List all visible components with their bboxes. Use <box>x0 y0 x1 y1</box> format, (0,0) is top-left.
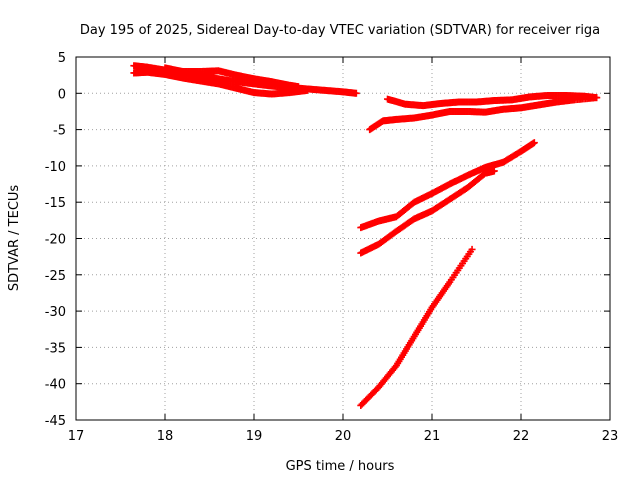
chart-title: Day 195 of 2025, Sidereal Day-to-day VTE… <box>80 23 600 38</box>
y-tick-label: -10 <box>45 160 66 175</box>
x-tick-label: 18 <box>157 429 174 444</box>
data-point-marker <box>295 83 302 91</box>
x-tick-label: 19 <box>246 429 263 444</box>
data-point-marker <box>352 89 360 97</box>
y-axis-label: SDTVAR / TECUs <box>7 185 22 292</box>
data-point-marker <box>593 94 601 102</box>
x-tick-label: 22 <box>513 429 530 444</box>
y-tick-label: -30 <box>45 305 66 320</box>
y-tick-label: -5 <box>53 124 66 139</box>
data-points <box>130 62 601 409</box>
y-tick-label: 0 <box>58 87 66 102</box>
data-point-marker <box>303 86 311 94</box>
x-axis-label: GPS time / hours <box>286 459 395 474</box>
x-tick-label: 17 <box>68 429 85 444</box>
data-point-marker <box>468 245 476 253</box>
axis-ticks: 17 18 19 20 21 22 23 5 0 -5 -10 -15 -20 -25 -30 -35 -40 -… <box>45 51 619 444</box>
x-tick-label: 21 <box>424 429 441 444</box>
y-tick-label: -45 <box>45 414 66 429</box>
data-point-marker <box>530 139 538 147</box>
y-tick-label: -25 <box>45 269 66 284</box>
data-point-marker <box>490 167 498 175</box>
y-tick-label: -20 <box>45 233 66 248</box>
y-tick-label: -35 <box>45 341 66 356</box>
y-tick-label: 5 <box>58 51 66 66</box>
x-tick-label: 20 <box>335 429 352 444</box>
y-tick-label: -40 <box>45 378 66 393</box>
y-tick-label: -15 <box>45 196 66 211</box>
x-tick-label: 23 <box>602 429 619 444</box>
grid-lines <box>76 57 610 420</box>
